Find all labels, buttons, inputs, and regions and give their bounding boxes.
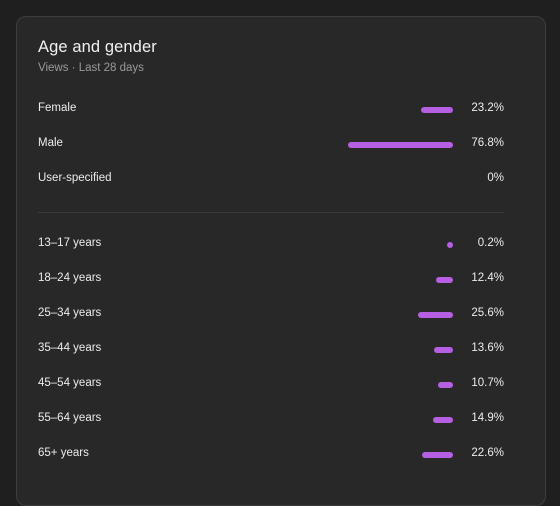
row-value: 14.9%	[471, 412, 504, 424]
row-label: 55–64 years	[38, 412, 102, 424]
row-bar	[418, 312, 453, 318]
row-value: 22.6%	[471, 447, 504, 459]
row-bar	[436, 277, 453, 283]
row-value: 0.2%	[477, 237, 504, 249]
age-row-18-24: 18–24 years 12.4%	[38, 270, 504, 290]
section-divider	[38, 212, 504, 213]
age-row-35-44: 35–44 years 13.6%	[38, 340, 504, 360]
card-title: Age and gender	[38, 38, 157, 56]
age-gender-card: Age and gender Views · Last 28 days Fema…	[16, 16, 546, 506]
card-subtitle: Views · Last 28 days	[38, 62, 144, 74]
row-bar	[422, 452, 453, 458]
row-label: 65+ years	[38, 447, 89, 459]
row-bar	[348, 142, 453, 148]
row-value: 10.7%	[471, 377, 504, 389]
row-bar	[438, 382, 453, 388]
row-label: 13–17 years	[38, 237, 102, 249]
row-label: User-specified	[38, 172, 112, 184]
row-value: 0%	[487, 172, 504, 184]
row-label: 45–54 years	[38, 377, 102, 389]
age-row-65-plus: 65+ years 22.6%	[38, 445, 504, 465]
row-label: 25–34 years	[38, 307, 102, 319]
age-row-55-64: 55–64 years 14.9%	[38, 410, 504, 430]
gender-row-male: Male 76.8%	[38, 135, 504, 155]
row-value: 12.4%	[471, 272, 504, 284]
row-value: 13.6%	[471, 342, 504, 354]
row-value: 23.2%	[471, 102, 504, 114]
row-bar	[421, 107, 453, 113]
row-label: 35–44 years	[38, 342, 102, 354]
row-label: Female	[38, 102, 77, 114]
row-label: 18–24 years	[38, 272, 102, 284]
gender-row-user-specified: User-specified 0%	[38, 170, 504, 190]
age-row-25-34: 25–34 years 25.6%	[38, 305, 504, 325]
row-value: 25.6%	[471, 307, 504, 319]
gender-row-female: Female 23.2%	[38, 100, 504, 120]
age-row-45-54: 45–54 years 10.7%	[38, 375, 504, 395]
row-bar	[434, 347, 453, 353]
row-value: 76.8%	[471, 137, 504, 149]
age-row-13-17: 13–17 years 0.2%	[38, 235, 504, 255]
row-bar	[447, 242, 453, 248]
row-bar	[432, 417, 453, 423]
row-label: Male	[38, 137, 63, 149]
